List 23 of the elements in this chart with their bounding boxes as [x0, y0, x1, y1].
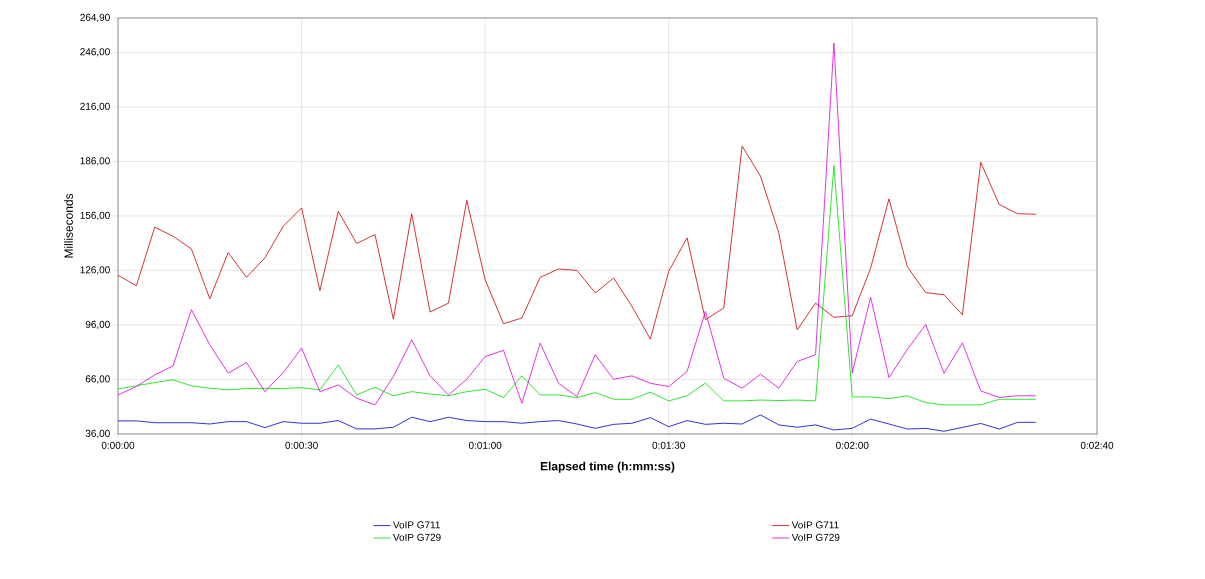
x-tick-label: 0:02:00 [836, 441, 869, 449]
y-axis-title: Milliseconds [64, 193, 73, 258]
x-axis-title: Elapsed time (h:mm:ss) [540, 461, 675, 473]
y-tick-label: 186,00 [80, 157, 110, 166]
y-tick-label: 216,00 [80, 102, 110, 111]
x-tick-label: 0:00:00 [101, 441, 135, 449]
y-tick-label: 66,00 [85, 375, 110, 384]
x-tick-label: 0:02:40 [1080, 441, 1114, 449]
y-tick-label: 264,90 [80, 13, 110, 23]
y-tick-label: 96,00 [85, 320, 110, 330]
x-tick-label: 0:00:30 [285, 441, 318, 449]
line-series [118, 42, 1037, 406]
legend-label: VoIP G711 [791, 521, 839, 529]
y-tick-label: 246,00 [80, 48, 110, 57]
y-tick-label: 156,00 [80, 211, 110, 221]
legend-label: VoIP G729 [791, 533, 840, 541]
x-tick-label: 0:01:00 [468, 441, 502, 449]
line-series [118, 145, 1037, 340]
x-tick-label: 0:01:30 [652, 441, 685, 449]
legend-label: VoIP G711 [392, 521, 440, 529]
legend-label: VoIP G729 [392, 533, 441, 541]
y-tick-label: 36,00 [85, 429, 110, 439]
y-tick-label: 126,00 [80, 266, 110, 275]
